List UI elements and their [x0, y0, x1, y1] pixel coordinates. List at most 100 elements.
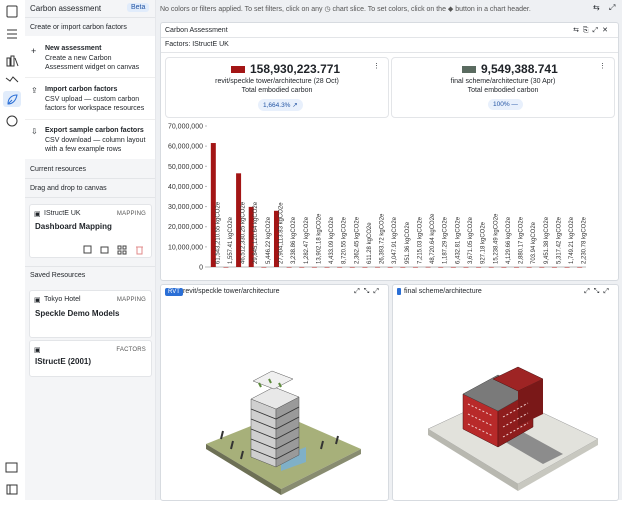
value-label: 927.18 kgCO2e	[481, 221, 487, 264]
value-label: 1,557.41 kgCO2e	[228, 216, 234, 264]
card-name: Dashboard Mapping	[35, 222, 112, 231]
site-edge	[518, 439, 598, 491]
kpi-model: final scheme/architecture (30 Apr)	[450, 78, 556, 85]
bar	[463, 266, 469, 268]
value-label: 13,902.18 kgCO2e	[316, 213, 322, 264]
value-label: 1,282.47 kgCO2e	[304, 216, 310, 264]
bar	[438, 266, 444, 268]
icon-doc[interactable]	[6, 5, 18, 18]
value-label: 9,451.38 kgCO2e	[544, 216, 550, 264]
print-icon[interactable]	[100, 246, 109, 254]
viewer-controls[interactable]: ⤢⤡⤢	[584, 288, 613, 295]
divider	[25, 17, 155, 18]
action-icon[interactable]: ⇩	[31, 127, 38, 136]
action-title[interactable]: Export sample carbon factors	[45, 127, 144, 134]
bar	[450, 266, 456, 268]
canvas: No colors or filters applied. To set fil…	[156, 0, 622, 501]
bar	[577, 266, 583, 268]
icon-rail	[0, 0, 26, 500]
value-label: 2,230.78 kgCO2e	[582, 216, 588, 264]
grid-icon[interactable]	[117, 245, 127, 255]
value-label: 5,446.22 kgCO2e	[266, 216, 272, 264]
bar	[539, 266, 545, 268]
toolbar-icon[interactable]: ⇆	[593, 3, 600, 12]
divider	[161, 37, 618, 38]
viewer-badge: RVT	[165, 288, 183, 296]
panel-controls[interactable]: ⇆⎘⤢✕	[573, 27, 612, 34]
resource-card[interactable]: ▣ FACTORS IStructE (2001)	[29, 340, 152, 377]
icon-leaf[interactable]	[7, 94, 18, 105]
action-title[interactable]: Import carbon factors	[45, 86, 118, 93]
bar-chart: 0 10,000,000 20,000,000 30,000,000 40,000,00…	[168, 124, 588, 272]
kpi-badge-text: 100%	[493, 101, 510, 108]
viewer-badge-marker	[397, 288, 401, 295]
bar	[564, 266, 570, 268]
value-label: 7,215.03 kgCO2e	[417, 216, 423, 264]
card-source-icon: ▣	[34, 211, 41, 218]
beta-badge: Beta	[127, 3, 150, 12]
edit-icon[interactable]	[83, 245, 92, 254]
value-label: 27,904,113.83 kgCO2e	[278, 202, 284, 264]
bar	[526, 266, 532, 268]
kpi-card: 9,549,388.741 ⋮ final scheme/architectur…	[391, 57, 615, 118]
card-source-icon: ▣	[34, 297, 41, 304]
icon-palette[interactable]	[6, 115, 18, 127]
icon-chart[interactable]	[5, 76, 19, 83]
value-label: 2,880.17 kgCO2e	[519, 216, 525, 264]
toolbar-icon[interactable]: ⤢	[609, 3, 616, 12]
icon-active-bg	[3, 91, 21, 107]
kpi-label: Total embodied carbon	[467, 87, 539, 94]
divider	[25, 178, 155, 179]
kpi-menu[interactable]: ⋮	[599, 63, 606, 70]
value-label: 611.28 kgCO2e	[367, 222, 373, 264]
hint-text: chart slice. To set colors, click on the	[332, 6, 446, 13]
action-icon[interactable]: ⇪	[31, 86, 38, 95]
value-label: 26,393.72 kgCO2e	[380, 213, 386, 264]
value-label: 3,047.91 kgCO2e	[392, 216, 398, 264]
y-tick-label: 60,000,000	[168, 144, 203, 151]
resource-card[interactable]: ▣ IStructE UK MAPPING Dashboard Mapping	[29, 204, 152, 258]
delete-icon[interactable]	[136, 246, 143, 255]
resource-card[interactable]: ▣ Tokyo Hotel MAPPING Speckle Demo Model…	[29, 290, 152, 338]
value-label: 8,720.55 kgCO2e	[342, 216, 348, 264]
chart-panel: Carbon Assessment ⇆⎘⤢✕ Factors: IStructE…	[160, 22, 619, 281]
model-viewport[interactable]	[393, 299, 618, 499]
card-source: Tokyo Hotel	[44, 296, 81, 303]
bar	[514, 266, 520, 268]
bar	[425, 266, 431, 268]
y-tick-label: 70,000,000	[168, 124, 203, 131]
action-icon[interactable]: +	[31, 46, 37, 56]
kpi-menu[interactable]: ⋮	[373, 63, 380, 70]
model-viewport[interactable]	[161, 299, 388, 499]
drag-hint: Drag and drop to canvas	[30, 185, 107, 192]
bar	[337, 266, 343, 268]
value-label: 1,187.29 kgCO2e	[443, 216, 449, 264]
viewer-panel: RVT revit/speckle tower/architecture ⤢⤡⤢	[160, 284, 389, 501]
y-tick-label: 0	[199, 265, 203, 272]
y-tick-label: 50,000,000	[168, 164, 203, 171]
bar	[311, 266, 317, 268]
kpi-value: 9,549,388.741	[481, 62, 558, 76]
action-description: Create a new Carbon Assessment widget on…	[45, 55, 140, 71]
bar	[261, 266, 267, 268]
factors-label: Factors: IStructE UK	[165, 41, 229, 48]
icon-list[interactable]	[7, 29, 17, 39]
viewer-controls[interactable]: ⤢⤡⤢	[354, 288, 383, 295]
icon-panel[interactable]	[6, 484, 18, 495]
card-name: IStructE (2001)	[35, 357, 92, 366]
value-label: 3,671.05 kgCO2e	[468, 216, 474, 264]
building	[462, 366, 544, 448]
bar	[476, 266, 482, 268]
icon-book[interactable]	[5, 462, 18, 473]
kpi-swatch	[231, 66, 245, 73]
bar	[400, 266, 406, 268]
value-label: 6,432.81 kgCO2e	[455, 216, 461, 264]
card-tag: MAPPING	[116, 297, 146, 303]
bar	[387, 266, 393, 268]
value-label: 29,845,120.64 kgCO2e	[253, 201, 259, 264]
site-edge	[428, 429, 518, 491]
action-title[interactable]: New assessment	[45, 45, 102, 52]
section-heading: Saved Resources	[30, 272, 86, 279]
icon-library[interactable]	[6, 55, 19, 67]
